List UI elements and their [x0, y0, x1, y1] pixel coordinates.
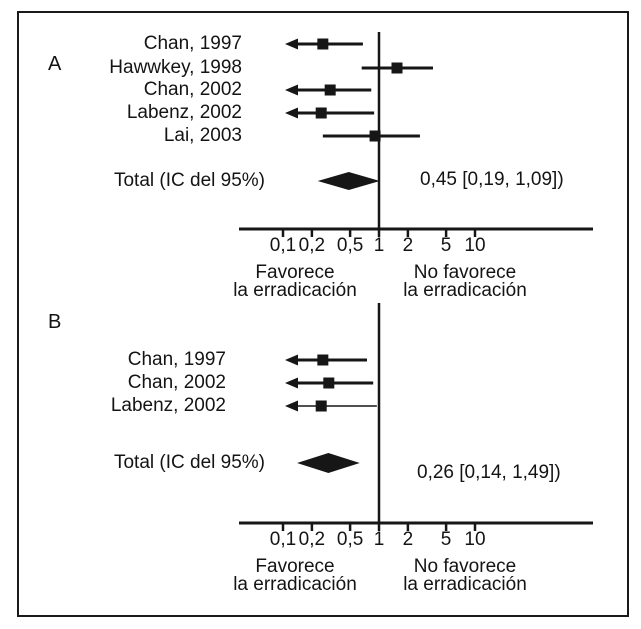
arrow-left-icon: [285, 400, 298, 412]
point-estimate-square: [324, 84, 336, 96]
point-estimate-square: [315, 107, 327, 119]
axis-tick-label: 2: [402, 235, 414, 256]
axis-tick-label: 0,5: [336, 235, 364, 256]
point-estimate-square: [369, 130, 381, 142]
axis-caption-right: No favorece: [413, 262, 517, 283]
study-label: Chan, 2002: [143, 79, 242, 100]
axis-caption-left: la erradicación: [233, 280, 357, 301]
axis-tick-label: 0,2: [298, 235, 326, 256]
axis-caption-right: No favorece: [413, 556, 517, 577]
arrow-left-icon: [285, 38, 298, 50]
arrow-left-icon: [285, 377, 298, 389]
total-estimate-text: 0,45 [0,19, 1,09]): [420, 169, 564, 190]
study-label: Labenz, 2002: [126, 102, 242, 123]
axis-tick-label: 1: [373, 235, 385, 256]
study-label: Chan, 1997: [143, 33, 242, 54]
axis-tick-label: 1: [373, 529, 385, 550]
axis-tick-label: 0,5: [336, 529, 364, 550]
axis-tick-label: 5: [440, 235, 452, 256]
arrow-left-icon: [285, 84, 298, 96]
axis-caption-right: la erradicación: [403, 280, 527, 301]
axis-tick-label: 0,2: [298, 529, 326, 550]
arrow-left-icon: [285, 354, 298, 366]
axis-tick-label: 10: [464, 529, 486, 550]
study-label: Labenz, 2002: [110, 395, 226, 416]
total-label: Total (IC del 95%): [113, 170, 265, 191]
total-diamond: [297, 453, 360, 473]
total-label: Total (IC del 95%): [113, 452, 265, 473]
point-estimate-square: [323, 377, 335, 389]
arrow-left-icon: [285, 107, 298, 119]
axis-caption-left: la erradicación: [233, 574, 357, 595]
point-estimate-square: [391, 62, 403, 74]
axis-tick-label: 2: [402, 529, 414, 550]
point-estimate-square: [315, 400, 327, 412]
panel-label: B: [48, 311, 62, 333]
study-label: Hawwkey, 1998: [109, 57, 242, 78]
axis-caption-left: Favorece: [255, 262, 335, 283]
axis-caption-right: la erradicación: [403, 574, 527, 595]
axis-tick-label: 5: [440, 529, 452, 550]
axis-tick-label: 10: [464, 235, 486, 256]
total-diamond: [317, 172, 380, 190]
study-label: Chan, 2002: [127, 372, 226, 393]
point-estimate-square: [317, 354, 329, 366]
total-estimate-text: 0,26 [0,14, 1,49]): [417, 462, 561, 483]
axis-tick-label: 0,1: [269, 235, 297, 256]
point-estimate-square: [317, 38, 329, 50]
study-label: Lai, 2003: [163, 125, 242, 146]
panel-label: A: [48, 53, 62, 75]
axis-tick-label: 0,1: [269, 529, 297, 550]
study-label: Chan, 1997: [127, 349, 226, 370]
axis-caption-left: Favorece: [255, 556, 335, 577]
